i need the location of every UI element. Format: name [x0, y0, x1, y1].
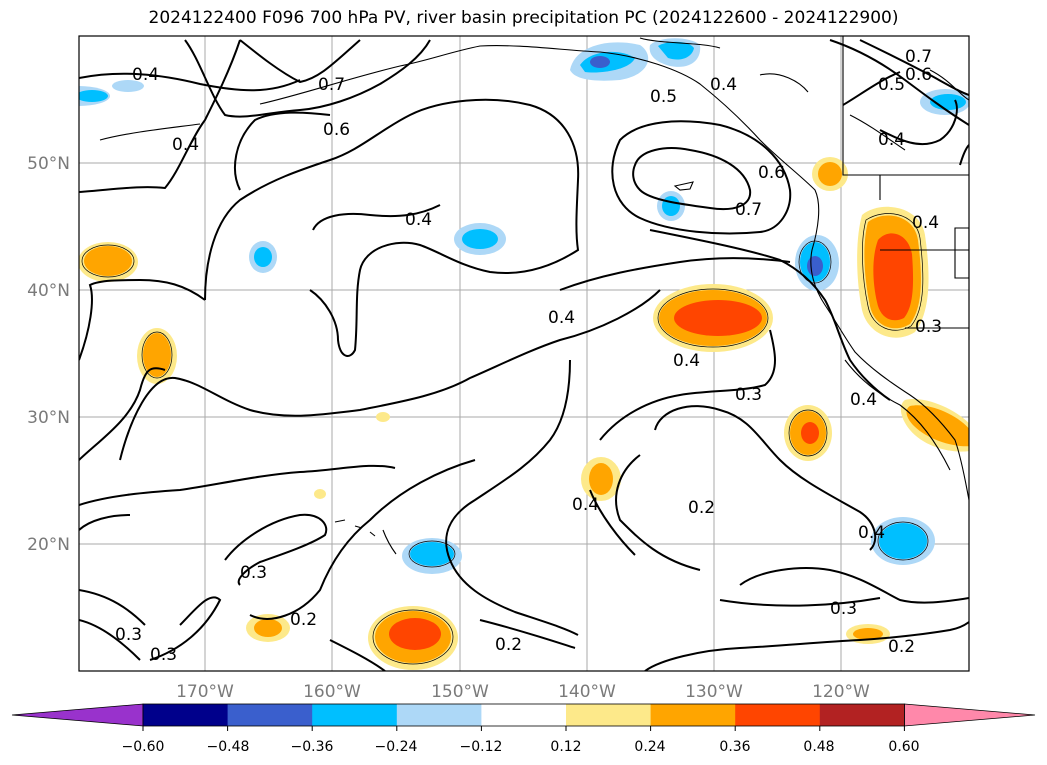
contour-label: 0.4 — [850, 390, 877, 410]
contour-label: 0.4 — [878, 130, 905, 150]
contour-label: 0.4 — [548, 308, 575, 328]
lon-tick: 150°W — [431, 682, 489, 702]
colorbar-segment — [650, 704, 736, 726]
contour-label: 0.6 — [758, 163, 785, 183]
contour-label: 0.4 — [132, 65, 159, 85]
contour-label: 0.4 — [673, 351, 700, 371]
colorbar-label: −0.36 — [291, 739, 334, 755]
contour-label: 0.7 — [735, 200, 762, 220]
colorbar-label: 0.48 — [803, 739, 834, 755]
colorbar-segment — [143, 704, 229, 726]
lon-tick: 130°W — [685, 682, 743, 702]
colorbar-label: −0.48 — [207, 739, 250, 755]
colorbar — [11, 703, 1036, 731]
contour-label: 0.3 — [915, 317, 942, 337]
colorbar-label: −0.12 — [460, 739, 503, 755]
contour-label: 0.6 — [323, 120, 350, 140]
contour-label: 0.3 — [240, 563, 267, 583]
contour-label: 0.6 — [905, 65, 932, 85]
map-title: 2024122400 F096 700 hPa PV, river basin … — [148, 8, 899, 28]
colorbar-segment — [481, 704, 567, 726]
contour-label: 0.5 — [878, 75, 905, 95]
colorbar-segment — [566, 704, 652, 726]
colorbar-extend-min — [11, 703, 144, 727]
colorbar-frame — [142, 703, 905, 727]
contour-label: 0.4 — [405, 210, 432, 230]
contour-label: 0.5 — [650, 87, 677, 107]
colorbar-label: 0.24 — [634, 739, 665, 755]
lon-tick: 140°W — [558, 682, 616, 702]
lat-tick: 50°N — [27, 154, 70, 174]
colorbar-segment — [312, 704, 398, 726]
contour-label: 0.2 — [888, 637, 915, 657]
contour-label: 0.2 — [290, 610, 317, 630]
map-frame — [78, 35, 970, 672]
contour-label: 0.4 — [172, 135, 199, 155]
coastlines — [99, 36, 969, 555]
colorbar-extend-max — [904, 703, 1036, 727]
lat-tick: 40°N — [27, 281, 70, 301]
colorbar-segment — [227, 704, 313, 726]
contour-label: 0.4 — [572, 495, 599, 515]
lon-tick: 170°W — [176, 682, 234, 702]
contour-label: 0.7 — [905, 47, 932, 67]
precip-pc-shading — [79, 38, 969, 670]
contour-label: 0.4 — [858, 523, 885, 543]
colorbar-segment — [735, 704, 821, 726]
lat-tick: 30°N — [27, 408, 70, 428]
colorbar-label: 0.12 — [550, 739, 581, 755]
lon-tick: 120°W — [812, 682, 870, 702]
contour-label: 0.2 — [495, 635, 522, 655]
colorbar-segment — [819, 704, 905, 726]
colorbar-segment — [396, 704, 482, 726]
contour-label: 0.4 — [710, 75, 737, 95]
lat-tick: 20°N — [27, 535, 70, 555]
lat-ticks: 50°N 40°N 30°N 20°N — [27, 154, 70, 555]
colorbar-labels: −0.60 −0.48 −0.36 −0.24 −0.12 0.12 0.24 … — [122, 739, 920, 755]
lon-ticks: 170°W 160°W 150°W 140°W 130°W 120°W — [176, 682, 870, 702]
colorbar-label: −0.24 — [375, 739, 418, 755]
contour-label: 0.2 — [688, 498, 715, 518]
lon-tick: 160°W — [303, 682, 361, 702]
colorbar-label: 0.60 — [888, 739, 919, 755]
contour-labels: 0.4 0.7 0.6 0.4 0.4 0.5 0.7 0.6 0.5 0.4 … — [115, 47, 942, 665]
contour-label: 0.3 — [735, 385, 762, 405]
pv-contours — [79, 39, 969, 671]
contour-label: 0.3 — [150, 645, 177, 665]
colorbar-label: 0.36 — [719, 739, 750, 755]
contour-label: 0.7 — [318, 75, 345, 95]
contour-label: 0.3 — [115, 625, 142, 645]
contour-label: 0.3 — [830, 599, 857, 619]
contour-label: 0.4 — [912, 213, 939, 233]
colorbar-label: −0.60 — [122, 739, 165, 755]
